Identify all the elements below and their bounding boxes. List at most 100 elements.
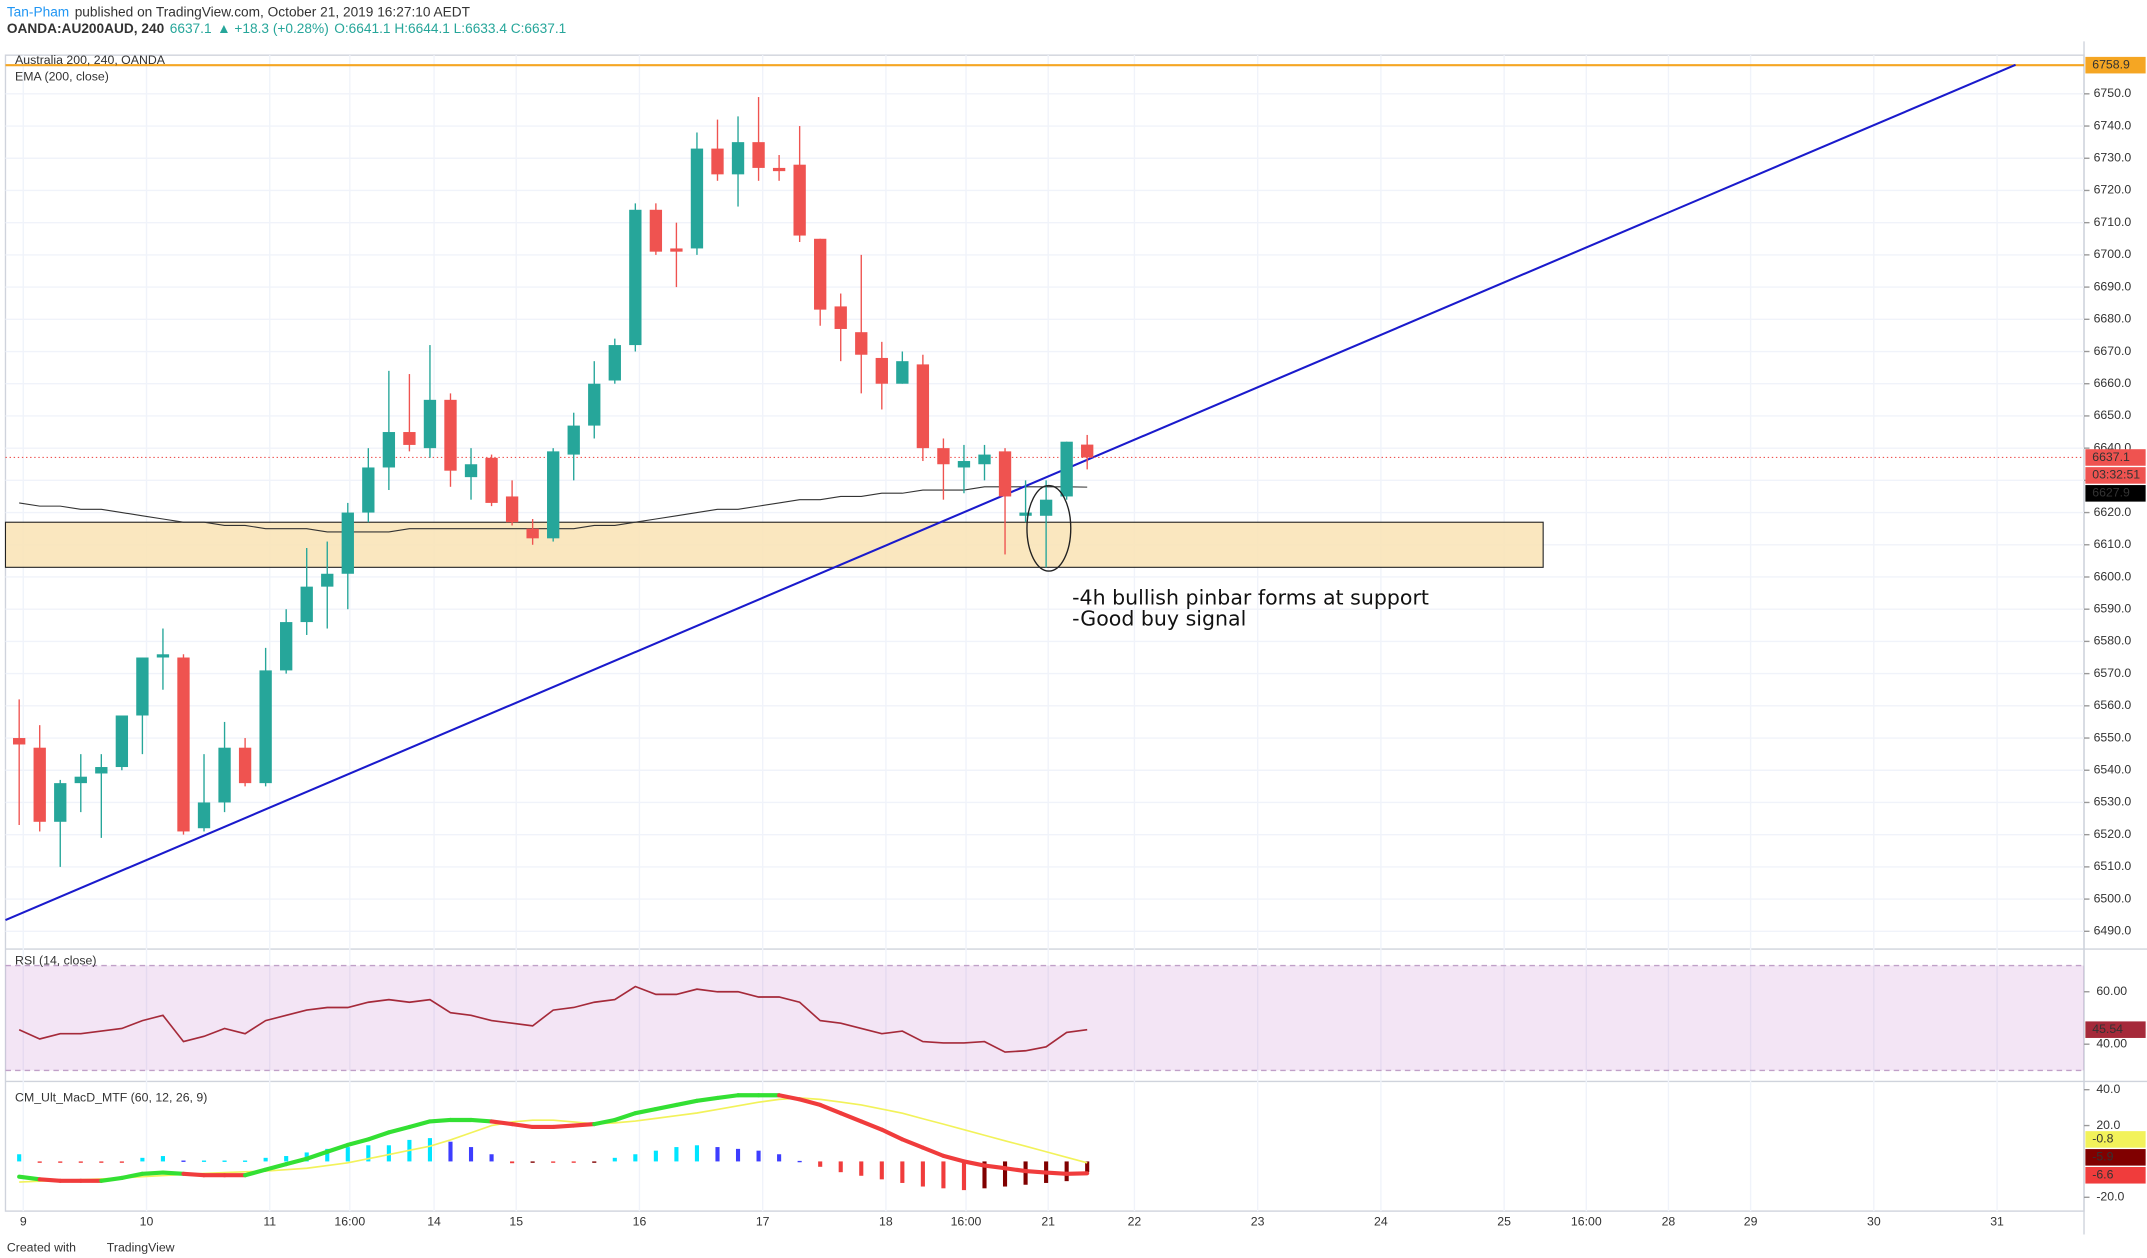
histogram-bar	[797, 1160, 802, 1163]
macd-segment	[345, 1137, 371, 1147]
candle-body	[95, 767, 108, 774]
candle-body	[855, 332, 868, 355]
histogram-bar	[694, 1145, 700, 1162]
candle-body	[588, 383, 601, 426]
footer-brand[interactable]: TradingView	[107, 1241, 175, 1255]
macd-segment	[879, 1127, 905, 1142]
histogram-bar	[222, 1160, 227, 1162]
histogram-bar	[140, 1157, 145, 1162]
candle-body	[1081, 444, 1094, 458]
y-tick-label: 6500.0	[2094, 891, 2132, 905]
x-tick-label: 23	[1251, 1214, 1265, 1228]
macd-segment	[920, 1145, 946, 1158]
y-tick-label: 40.0	[2096, 1082, 2120, 1096]
macd-segment	[551, 1123, 576, 1130]
x-tick-label: 16	[633, 1214, 647, 1228]
macd-segment	[838, 1111, 864, 1124]
macd-segment	[612, 1111, 638, 1123]
candle-body	[423, 399, 437, 449]
y-tick-label: 6490.0	[2094, 924, 2132, 938]
macd-segment	[777, 1093, 802, 1102]
last: 6637.1	[170, 21, 212, 36]
macd-segment	[571, 1122, 597, 1128]
x-tick-label: 24	[1374, 1214, 1388, 1228]
y-tick-label: 6720.0	[2094, 183, 2132, 197]
candle-body	[649, 209, 663, 252]
layers: 9 10 11 16:00 14 15 16 17 18 16:00 21 22 23 24 25 16:00…	[4, 55, 2146, 1228]
histogram-bar	[530, 1161, 535, 1163]
author[interactable]: Tan-Pham	[7, 4, 69, 19]
histogram-bar	[715, 1147, 720, 1162]
candle-body	[485, 457, 498, 503]
candle-body	[464, 464, 478, 478]
histogram-bar	[756, 1150, 761, 1162]
footer-created: Created with	[7, 1241, 76, 1255]
symbol: OANDA:AU200AUD, 240	[7, 21, 165, 36]
candle-body	[218, 747, 231, 803]
rsi-band	[5, 965, 2085, 1071]
histogram-bar	[674, 1147, 679, 1162]
y-tick-label: 6730.0	[2094, 150, 2132, 164]
histogram-bar	[17, 1154, 22, 1162]
candle-body	[916, 364, 930, 449]
macd-segment	[468, 1117, 494, 1124]
candle-body	[896, 361, 909, 384]
y-tick-label: 6620.0	[2094, 505, 2132, 519]
candle-body	[238, 747, 252, 784]
y-tick-label: -20.0	[2096, 1190, 2124, 1204]
histogram-bar	[510, 1161, 515, 1164]
x-tick-label: 28	[1662, 1214, 1676, 1228]
histogram-bar	[325, 1148, 330, 1162]
histogram-bar	[571, 1161, 576, 1163]
published: published on TradingView.com, October 21…	[75, 4, 471, 19]
macd-segment	[304, 1149, 330, 1161]
y-tick-label: 6660.0	[2094, 376, 2132, 390]
macd-segment	[407, 1119, 433, 1130]
y-tick-label: 6540.0	[2094, 762, 2132, 776]
ohlc: O:6641.1 H:6644.1 L:6633.4 C:6637.1	[334, 21, 566, 36]
y-tick-label: 60.00	[2096, 984, 2127, 998]
macd-segment	[160, 1170, 186, 1176]
histogram-bar	[160, 1156, 165, 1162]
histogram-bar	[633, 1154, 638, 1162]
rsi-tag: 45.54	[2092, 1022, 2123, 1036]
macd-segment	[1064, 1171, 1090, 1176]
macd-segment	[284, 1156, 309, 1167]
candle-body	[629, 209, 642, 346]
candle-body	[74, 776, 87, 784]
macd-segment	[961, 1159, 987, 1168]
y-tick-label: 6580.0	[2094, 634, 2132, 648]
histogram-bar	[818, 1161, 823, 1167]
candle-body	[731, 142, 745, 175]
x-tick-label: 14	[427, 1214, 441, 1228]
histogram-bar	[345, 1147, 350, 1162]
x-tick-label: 11	[263, 1214, 276, 1228]
candle-body	[1039, 499, 1053, 516]
macd-segment	[694, 1095, 720, 1103]
hist-tag: -5.9	[2092, 1150, 2113, 1164]
histogram-bar	[366, 1145, 371, 1162]
macd-segment	[653, 1102, 679, 1112]
header-line2: OANDA:AU200AUD, 240 6637.1 ▲ +18.3 (+0.28%…	[7, 21, 566, 36]
candle-body	[547, 451, 560, 539]
histogram-bar	[777, 1154, 782, 1162]
y-tick-label: 6740.0	[2094, 118, 2132, 132]
candle-body	[156, 654, 170, 658]
y-tick-label: 6550.0	[2094, 730, 2132, 744]
candle-body	[834, 306, 847, 329]
countdown-tag: 03:32:51	[2092, 468, 2140, 482]
candle-body	[54, 783, 67, 822]
histogram-bar	[982, 1161, 987, 1189]
macd-segment	[1023, 1169, 1049, 1175]
macd-segment	[489, 1119, 515, 1127]
histogram-bar	[263, 1157, 268, 1162]
y-tick-label: 6520.0	[2094, 827, 2132, 841]
macd-segment	[592, 1117, 617, 1127]
candle-body	[341, 512, 354, 574]
ema-tag-bg	[2085, 485, 2146, 502]
countdown-tag-bg	[2085, 467, 2146, 484]
x-tick-label: 18	[879, 1214, 893, 1228]
candle-body	[937, 448, 950, 465]
candle-body	[259, 670, 272, 784]
